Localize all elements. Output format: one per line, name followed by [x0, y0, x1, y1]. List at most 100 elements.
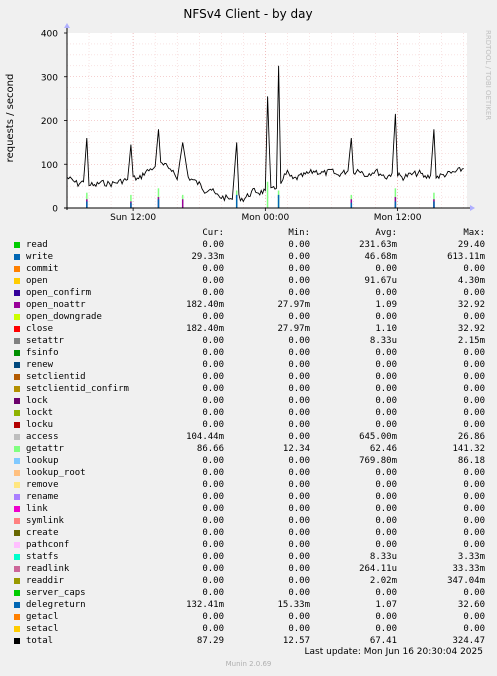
legend-name: readdir — [26, 576, 64, 586]
legend-max: 2.15m — [457, 336, 485, 346]
legend-max: 0.00 — [463, 516, 485, 526]
legend-min: 0.00 — [288, 288, 310, 298]
legend-max: 0.00 — [463, 492, 485, 502]
legend-cur: 29.33m — [191, 252, 224, 262]
legend-cur: 0.00 — [202, 240, 224, 250]
legend-name: lockt — [26, 408, 54, 418]
legend-swatch — [14, 578, 20, 584]
legend-cur: 0.00 — [202, 348, 224, 358]
legend-max: 86.18 — [457, 456, 485, 466]
legend-swatch — [14, 470, 20, 476]
y-tick-label: 0 — [52, 205, 58, 215]
legend-max: 0.00 — [463, 624, 485, 634]
legend-avg: 1.09 — [375, 300, 397, 310]
legend-min: 0.00 — [288, 408, 310, 418]
legend-max: 0.00 — [463, 360, 485, 370]
legend-min: 0.00 — [288, 612, 310, 622]
legend-cur: 182.40m — [186, 324, 224, 334]
legend-avg: 1.07 — [375, 600, 397, 610]
legend-swatch — [14, 530, 20, 536]
y-tick-label: 200 — [41, 117, 58, 127]
legend-swatch — [14, 266, 20, 272]
legend-cur: 0.00 — [202, 516, 224, 526]
legend-max: 32.60 — [457, 600, 485, 610]
total-line-group — [66, 65, 464, 203]
legend-cur: 0.00 — [202, 468, 224, 478]
legend-max: 29.40 — [457, 240, 485, 250]
legend-max: 0.00 — [463, 396, 485, 406]
legend-min: 0.00 — [288, 384, 310, 394]
legend-swatch — [14, 626, 20, 632]
legend-name: lock — [26, 396, 48, 406]
legend-min: 0.00 — [288, 432, 310, 442]
legend-cur: 0.00 — [202, 564, 224, 574]
legend-swatch — [14, 386, 20, 392]
legend-max: 0.00 — [463, 480, 485, 490]
legend-swatch — [14, 314, 20, 320]
legend-swatch — [14, 434, 20, 440]
legend-avg: 0.00 — [375, 396, 397, 406]
legend-name: open_downgrade — [26, 312, 102, 322]
legend-avg: 0.00 — [375, 264, 397, 274]
legend-name: rename — [26, 492, 59, 502]
legend-name: server_caps — [26, 588, 86, 598]
legend-cur: 0.00 — [202, 624, 224, 634]
legend-min: 0.00 — [288, 480, 310, 490]
legend-min: 0.00 — [288, 624, 310, 634]
legend-name: locku — [26, 420, 54, 430]
legend-swatch — [14, 518, 20, 524]
legend-max: 141.32 — [452, 444, 485, 454]
legend-swatch — [14, 494, 20, 500]
legend-max: 26.86 — [457, 432, 485, 442]
legend-avg: 0.00 — [375, 420, 397, 430]
y-tick-label: 100 — [41, 161, 58, 171]
legend-swatch — [14, 278, 20, 284]
legend-cur: 104.44m — [186, 432, 224, 442]
legend-avg: 769.80m — [359, 456, 397, 466]
legend-name: setattr — [26, 336, 64, 346]
legend-name: create — [26, 528, 59, 538]
legend-avg: 0.00 — [375, 504, 397, 514]
legend-cur: 0.00 — [202, 552, 224, 562]
legend-avg: 0.00 — [375, 540, 397, 550]
legend-avg: 0.00 — [375, 528, 397, 538]
legend-cur: 0.00 — [202, 456, 224, 466]
legend-name: link — [26, 504, 48, 514]
legend-cur: 0.00 — [202, 612, 224, 622]
legend-min: 27.97m — [277, 300, 310, 310]
legend-swatch — [14, 362, 20, 368]
legend-name: fsinfo — [26, 348, 59, 358]
x-tick-label: Mon 00:00 — [241, 213, 289, 223]
legend-cur: 0.00 — [202, 576, 224, 586]
legend-name: lookup — [26, 456, 59, 466]
legend-avg: 8.33u — [369, 336, 397, 346]
legend-max: 0.00 — [463, 540, 485, 550]
legend-name: statfs — [26, 552, 59, 562]
legend-avg: 0.00 — [375, 288, 397, 298]
legend-swatch — [14, 410, 20, 416]
legend-swatch — [14, 254, 20, 260]
y-axis-arrow — [64, 23, 70, 28]
legend-cur: 0.00 — [202, 420, 224, 430]
legend-cur: 0.00 — [202, 408, 224, 418]
legend-swatch — [14, 302, 20, 308]
legend-max: 32.92 — [457, 324, 485, 334]
legend-name: setclientid — [26, 372, 86, 382]
header-min: Min: — [288, 228, 310, 238]
legend-name: lookup_root — [26, 468, 86, 478]
legend-max: 33.33m — [452, 564, 485, 574]
legend-max: 324.47 — [452, 636, 485, 646]
legend-cur: 0.00 — [202, 396, 224, 406]
legend-name: delegreturn — [26, 600, 86, 610]
legend-min: 0.00 — [288, 564, 310, 574]
legend-max: 347.04m — [447, 576, 485, 586]
legend-name: getattr — [26, 444, 64, 454]
legend-max: 0.00 — [463, 312, 485, 322]
legend-max: 0.00 — [463, 372, 485, 382]
legend-min: 15.33m — [277, 600, 310, 610]
legend-max: 0.00 — [463, 468, 485, 478]
legend-cur: 87.29 — [196, 636, 224, 646]
legend-name: open_noattr — [26, 300, 86, 310]
legend-max: 0.00 — [463, 588, 485, 598]
legend-max: 32.92 — [457, 300, 485, 310]
